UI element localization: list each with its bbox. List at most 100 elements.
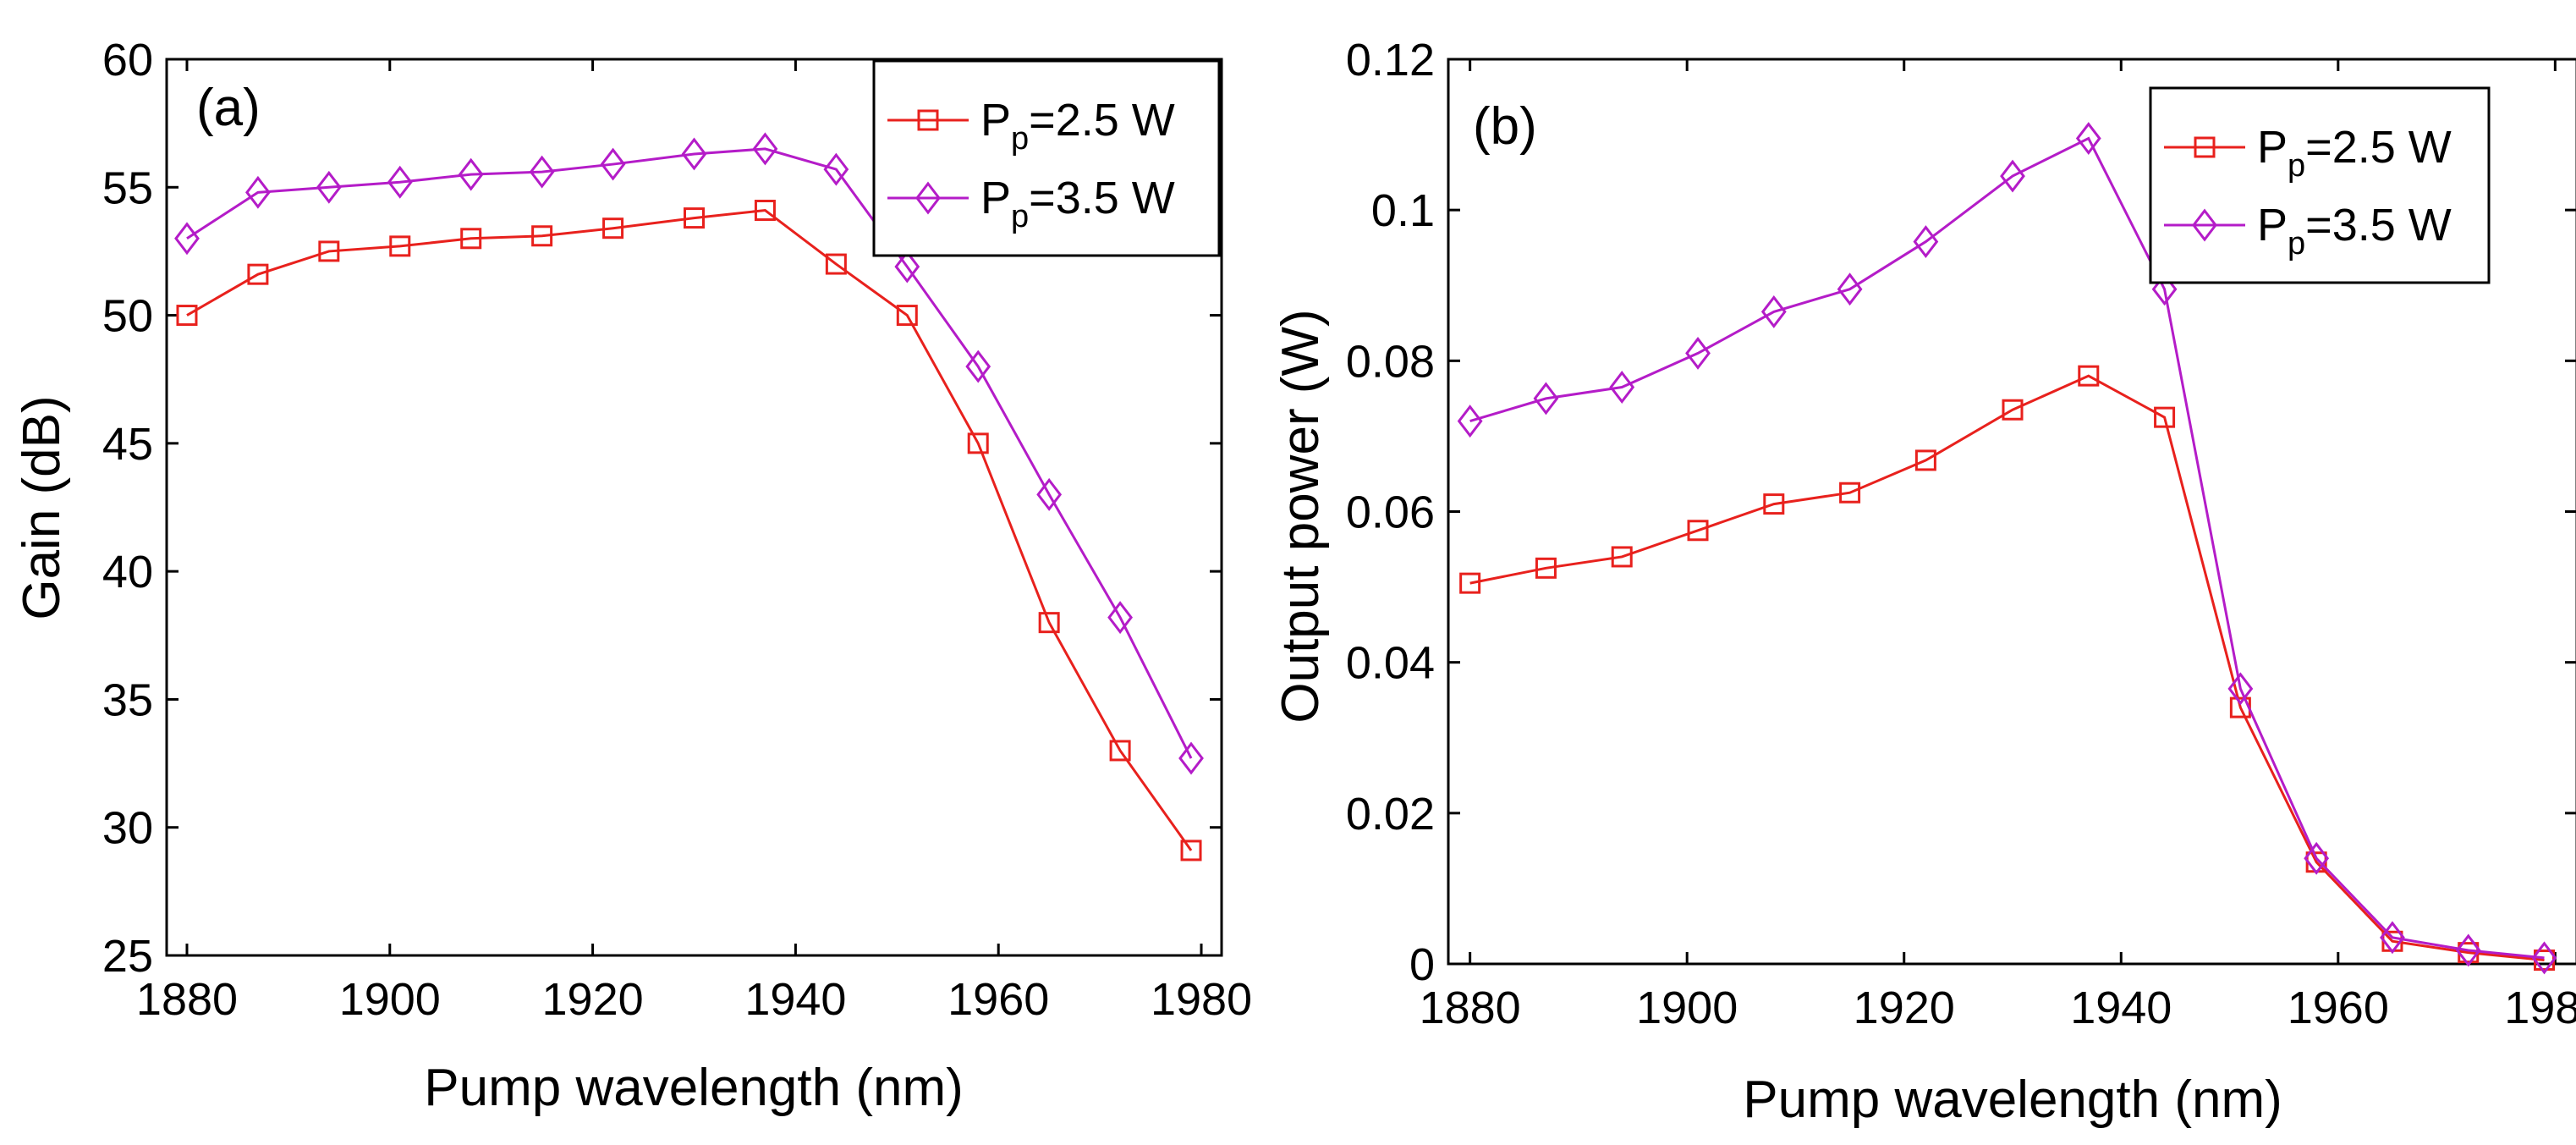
data-point	[1180, 839, 1202, 862]
y-tick-label: 0	[1409, 939, 1435, 990]
x-axis-title-gain: Pump wavelength (nm)	[424, 1059, 964, 1117]
y-tick-label: 0.08	[1346, 336, 1435, 387]
data-point	[1038, 612, 1060, 634]
data-point	[2227, 672, 2254, 706]
data-point	[1839, 482, 1861, 504]
x-tick-label: 1880	[1420, 983, 1521, 1033]
y-tick-label: 45	[102, 419, 153, 470]
data-point	[2455, 933, 2481, 967]
data-point	[1609, 371, 1635, 404]
data-point	[2304, 841, 2330, 875]
data-point	[1533, 382, 1559, 416]
data-point	[2380, 921, 2405, 955]
legend-box-output-power	[2149, 86, 2491, 284]
data-point	[1611, 546, 1633, 568]
y-tick-label: 35	[102, 674, 153, 725]
data-point	[2000, 159, 2025, 193]
legend-gain: Pp=2.5 W Pp=3.5 W	[872, 59, 1221, 257]
data-point	[965, 350, 991, 383]
x-tick-label: 1980	[2504, 983, 2576, 1033]
data-point	[174, 222, 200, 256]
data-point	[752, 132, 778, 166]
legend-entry: Pp=3.5 W	[2164, 200, 2452, 261]
data-point	[1107, 601, 1133, 635]
data-point	[2531, 941, 2557, 975]
data-point	[1685, 336, 1711, 370]
y-tick-label: 40	[102, 547, 153, 597]
series-line	[186, 208, 1193, 851]
x-axis-ticks-output-power: 1880 1900 1920 1940 1960 1980	[1420, 59, 2576, 1033]
data-point	[247, 263, 269, 285]
legend-marker-swatch	[917, 109, 939, 131]
data-point	[1913, 225, 1939, 259]
legend-entry: Pp=2.5 W	[2164, 122, 2452, 184]
data-point	[1036, 477, 1063, 511]
data-point	[1837, 272, 1863, 306]
y-axis-ticks-output-power: 0 0.02 0.04 0.06 0.08 0.1 0.12	[1346, 35, 2576, 990]
legend-entry: Pp=3.5 W	[887, 173, 1175, 234]
x-tick-label: 1900	[1636, 983, 1738, 1033]
data-point	[684, 207, 705, 229]
legend-marker-swatch	[2192, 208, 2217, 242]
data-point	[1914, 449, 1936, 471]
data-point	[318, 240, 340, 262]
x-tick-label: 1900	[339, 974, 441, 1025]
data-point	[460, 228, 482, 250]
y-tick-label: 0.1	[1371, 185, 1435, 236]
data-point	[389, 235, 411, 257]
x-axis-title-output-power: Pump wavelength (nm)	[1743, 1071, 2282, 1129]
series-line	[186, 147, 1193, 759]
data-point	[387, 165, 413, 199]
series-line	[1469, 136, 2545, 960]
x-tick-label: 1940	[744, 974, 846, 1025]
data-point	[600, 147, 626, 181]
data-point	[2002, 399, 2024, 421]
legend-label: Pp=2.5 W	[980, 95, 1175, 157]
y-tick-label: 0.06	[1346, 487, 1435, 538]
x-tick-label: 1880	[136, 974, 238, 1025]
data-point	[2154, 406, 2176, 428]
data-point	[1760, 295, 1787, 328]
legend-entry: Pp=2.5 W	[887, 95, 1175, 157]
series-output-power-2	[1457, 122, 2557, 975]
y-axis-title-gain: Gain (dB)	[13, 395, 71, 619]
data-point	[529, 155, 555, 189]
panel-label-b: (b)	[1473, 97, 1537, 156]
data-point	[2075, 122, 2101, 156]
y-axis-title-output-power: Output power (W)	[1272, 309, 1330, 723]
x-axis-ticks-gain: 1880 1900 1920 1940 1960 1980	[136, 59, 1252, 1025]
series-line	[1469, 374, 2545, 962]
data-point	[754, 200, 776, 222]
data-point	[2078, 365, 2100, 387]
data-point	[1535, 557, 1557, 579]
x-tick-label: 1980	[1151, 974, 1252, 1025]
x-tick-label: 1920	[1854, 983, 1955, 1033]
data-point	[176, 305, 198, 327]
data-point	[894, 250, 920, 283]
legend-label: Pp=3.5 W	[980, 173, 1175, 234]
series-gain-1	[176, 200, 1202, 862]
data-point	[967, 432, 989, 454]
y-axis-ticks-gain: 25 30 35 40 45 50 55 60	[102, 35, 1222, 982]
data-point	[1687, 520, 1709, 542]
x-tick-label: 1920	[542, 974, 644, 1025]
y-tick-label: 0.04	[1346, 638, 1435, 689]
legend-box-gain	[872, 59, 1221, 257]
data-point	[531, 225, 553, 247]
series-layer-output-power	[1457, 122, 2557, 975]
x-tick-label: 1960	[2288, 983, 2389, 1033]
legend-marker-swatch	[2194, 136, 2216, 158]
data-point	[1457, 405, 1483, 438]
data-point	[316, 170, 342, 204]
legend-entries-gain: Pp=2.5 W Pp=3.5 W	[887, 95, 1175, 234]
legend-entries-output-power: Pp=2.5 W Pp=3.5 W	[2164, 122, 2452, 261]
data-point	[458, 157, 484, 191]
data-point	[2151, 272, 2178, 306]
y-tick-label: 60	[102, 35, 153, 85]
y-tick-label: 55	[102, 162, 153, 213]
panel-label-a: (a)	[196, 79, 261, 137]
data-point	[602, 217, 624, 239]
series-layer-gain	[174, 132, 1204, 862]
x-tick-label: 1960	[947, 974, 1049, 1025]
